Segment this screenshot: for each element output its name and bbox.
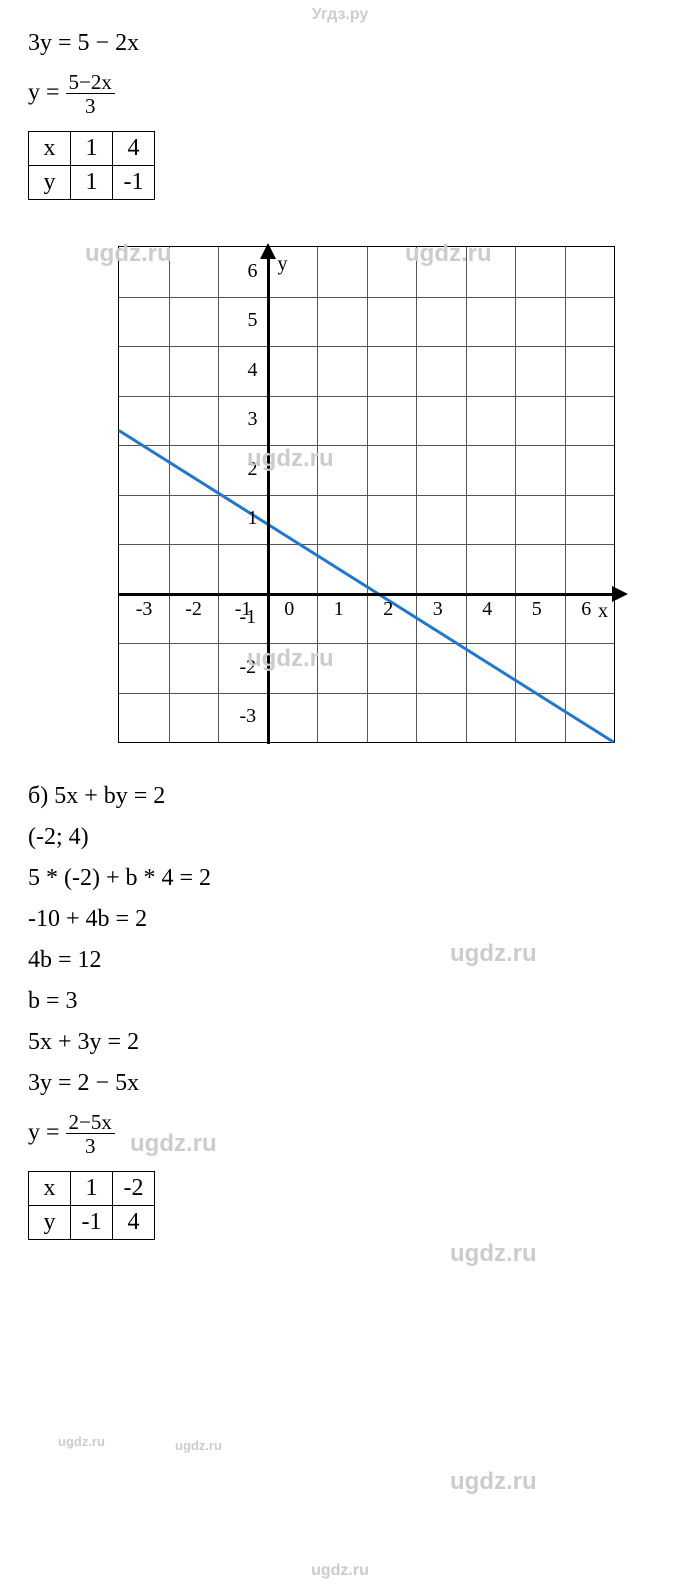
eq-b-4: 4b = 12 bbox=[28, 947, 680, 974]
x-tick-label: 2 bbox=[383, 598, 393, 621]
eq-b-7: 3y = 2 − 5x bbox=[28, 1070, 680, 1097]
fraction-a-num: 5−2x bbox=[66, 71, 115, 94]
table-a-r2c1: y bbox=[29, 166, 71, 200]
table-b-r1c2: 1 bbox=[71, 1172, 113, 1206]
y-axis bbox=[267, 247, 270, 744]
grid-hline bbox=[119, 495, 614, 496]
eq-b-1: (-2; 4) bbox=[28, 824, 680, 851]
eq-b-6: 5x + 3y = 2 bbox=[28, 1029, 680, 1056]
table-b-r2c3: 4 bbox=[113, 1206, 155, 1240]
fraction-b-den: 3 bbox=[66, 1134, 115, 1157]
x-tick-label: -2 bbox=[185, 598, 202, 621]
table-a: x 1 4 y 1 -1 bbox=[28, 131, 155, 200]
content: 3y = 5 − 2x y = 5−2x3 x 1 4 y 1 -1 yx-3-… bbox=[0, 0, 680, 1290]
eq-b-3: -10 + 4b = 2 bbox=[28, 906, 680, 933]
grid-vline bbox=[515, 247, 516, 742]
x-tick-label: 1 bbox=[334, 598, 344, 621]
y-tick-label: 1 bbox=[248, 507, 258, 530]
y-tick-label: 5 bbox=[248, 309, 258, 332]
x-tick-label: -3 bbox=[136, 598, 153, 621]
table-b-r1c3: -2 bbox=[113, 1172, 155, 1206]
y-tick-label: 2 bbox=[248, 458, 258, 481]
grid-hline bbox=[119, 643, 614, 644]
footer-watermark: ugdz.ru bbox=[0, 1562, 680, 1580]
eq-b-label: б) 5x + by = 2 bbox=[28, 783, 680, 810]
eq-b-5: b = 3 bbox=[28, 988, 680, 1015]
table-a-r1c1: x bbox=[29, 132, 71, 166]
table-a-r2c3: -1 bbox=[113, 166, 155, 200]
watermark-small: ugdz.ru bbox=[175, 1438, 222, 1453]
x-axis bbox=[119, 593, 616, 596]
x-tick-label: 3 bbox=[433, 598, 443, 621]
x-tick-label: 5 bbox=[532, 598, 542, 621]
eq-a-1: 3y = 5 − 2x bbox=[28, 30, 680, 57]
grid-vline bbox=[466, 247, 467, 742]
watermark: ugdz.ru bbox=[450, 1468, 537, 1496]
fraction-b-num: 2−5x bbox=[66, 1111, 115, 1134]
table-b-r1c1: x bbox=[29, 1172, 71, 1206]
eq-a-2: y = 5−2x3 bbox=[28, 71, 680, 117]
y-tick-label: -2 bbox=[240, 656, 257, 679]
table-b: x 1 -2 y -1 4 bbox=[28, 1171, 155, 1240]
table-b-r2c1: y bbox=[29, 1206, 71, 1240]
grid-vline bbox=[416, 247, 417, 742]
y-axis-arrow bbox=[260, 243, 276, 259]
x-tick-label: 0 bbox=[284, 598, 294, 621]
eq-b-frac-left: y = bbox=[28, 1120, 66, 1146]
graph-wrap: yx-3-2-10123456654321-1-2-3 bbox=[118, 246, 680, 743]
x-axis-arrow bbox=[612, 586, 628, 602]
x-tick-label: 4 bbox=[482, 598, 492, 621]
y-tick-label: 6 bbox=[248, 260, 258, 283]
table-a-r1c2: 1 bbox=[71, 132, 113, 166]
watermark-small: ugdz.ru bbox=[58, 1434, 105, 1449]
eq-b-2: 5 * (-2) + b * 4 = 2 bbox=[28, 865, 680, 892]
x-axis-label: x bbox=[598, 600, 608, 623]
grid-hline bbox=[119, 544, 614, 545]
y-tick-label: 3 bbox=[248, 408, 258, 431]
table-a-r2c2: 1 bbox=[71, 166, 113, 200]
table-a-r1c3: 4 bbox=[113, 132, 155, 166]
x-tick-label: 6 bbox=[581, 598, 591, 621]
graph: yx-3-2-10123456654321-1-2-3 bbox=[118, 246, 615, 743]
eq-b-frac: y = 2−5x3 bbox=[28, 1111, 680, 1157]
fraction-b: 2−5x3 bbox=[66, 1111, 115, 1157]
fraction-a: 5−2x3 bbox=[66, 71, 115, 117]
y-tick-label: -1 bbox=[240, 606, 257, 629]
fraction-a-den: 3 bbox=[66, 94, 115, 117]
y-tick-label: 4 bbox=[248, 359, 258, 382]
eq-a-2-left: y = bbox=[28, 80, 66, 106]
grid-vline bbox=[565, 247, 566, 742]
y-tick-label: -3 bbox=[240, 705, 257, 728]
table-b-r2c2: -1 bbox=[71, 1206, 113, 1240]
y-axis-label: y bbox=[278, 253, 288, 276]
